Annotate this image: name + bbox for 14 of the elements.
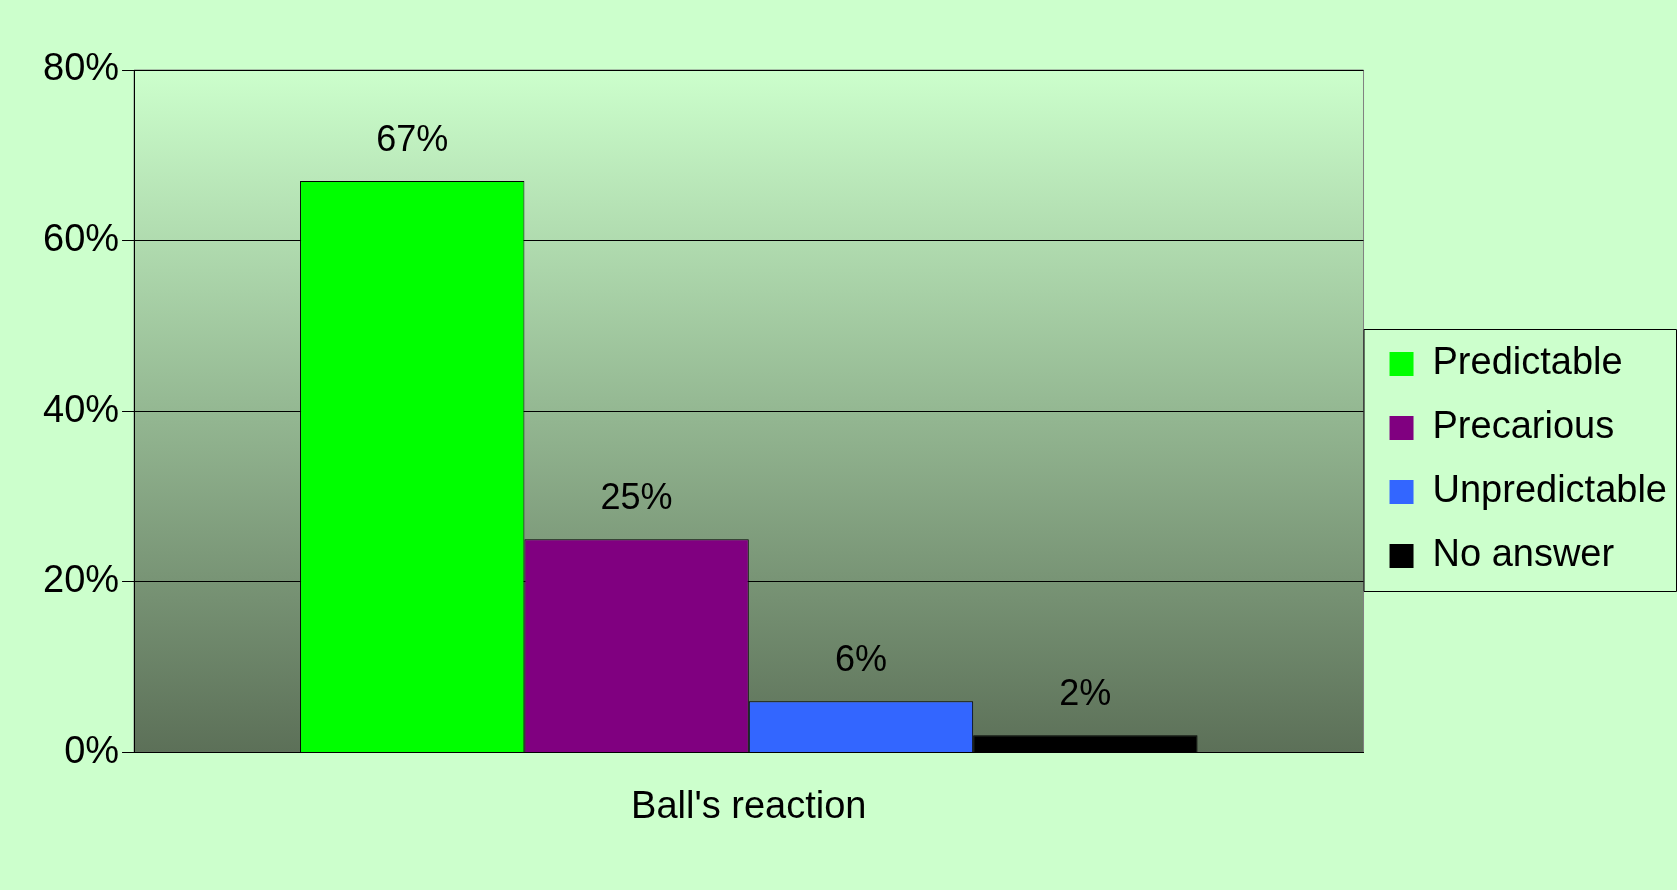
data-label: 6% — [834, 638, 887, 680]
x-tick-label: Ball's reaction — [631, 783, 867, 826]
legend-label: Precarious — [1432, 404, 1615, 447]
data-label: 25% — [600, 476, 673, 518]
y-tick-label: 20% — [42, 558, 120, 601]
legend-label: Unpredictable — [1432, 468, 1668, 511]
y-tick-label: 60% — [42, 217, 120, 260]
data-label: 67% — [376, 117, 449, 159]
legend-label: No answer — [1432, 532, 1615, 575]
legend-label: Predictable — [1432, 340, 1623, 383]
y-tick-label: 80% — [42, 46, 120, 89]
y-tick-label: 0% — [64, 728, 120, 771]
data-label: 2% — [1059, 672, 1112, 714]
y-tick-label: 40% — [42, 387, 120, 430]
